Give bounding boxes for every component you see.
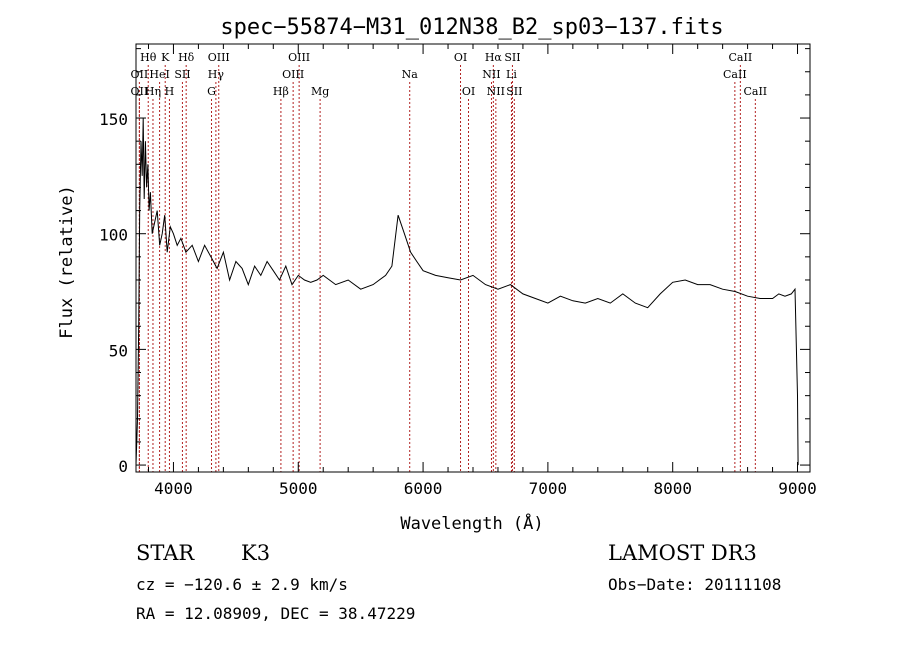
- spectral-line-label: OI: [462, 85, 475, 98]
- spectral-line-label: Na: [402, 68, 419, 81]
- y-tick-label: 50: [109, 341, 128, 360]
- spectral-line-label: K: [161, 51, 170, 64]
- spectral-line-label: OIII: [282, 68, 304, 81]
- spectral-line-label: OII: [131, 85, 149, 98]
- x-axis-label: Wavelength (Å): [400, 512, 543, 534]
- spectral-line-label: OIII: [208, 51, 230, 64]
- spectral-line-label: Mg: [311, 85, 329, 98]
- coordinates: RA = 12.08909, DEC = 38.47229: [136, 604, 415, 623]
- chart-title: spec−55874−M31_012N38_B2_sp03−137.fits: [220, 15, 723, 40]
- spectral-line-label: Hβ: [273, 85, 289, 98]
- x-tick-label: 8000: [653, 479, 692, 498]
- x-tick-label: 6000: [404, 479, 443, 498]
- spectral-line-label: CaII: [729, 51, 753, 64]
- spectral-line-label: Li: [506, 68, 517, 81]
- spectral-line-label: Hδ: [178, 51, 195, 64]
- spectral-line-label: CaII: [743, 85, 767, 98]
- spectral-line-label: Hα: [485, 51, 503, 64]
- object-subclass: K3: [241, 541, 270, 565]
- spectral-line-markers: [138, 65, 756, 472]
- object-class: STAR: [136, 541, 195, 565]
- axis-ticks: 4000 5000 6000 7000 8000 9000 0 50 100 150: [99, 44, 817, 498]
- spectral-line-label: OIII: [288, 51, 310, 64]
- spectral-line-label: CaII: [723, 68, 747, 81]
- spectral-line-label: NII: [482, 68, 500, 81]
- spectral-line-labels: OIIHθOIIHηHeIKHSIIHδGHγOIIIHβOIIIOIIIMgN…: [131, 51, 768, 98]
- spectral-line-label: NII: [487, 85, 505, 98]
- spectral-line-label: SII: [506, 85, 522, 98]
- spectral-line-label: SII: [174, 68, 190, 81]
- spectral-line-label: G: [207, 85, 216, 98]
- spectral-line-label: Hη: [145, 85, 161, 98]
- spectral-line-label: Hγ: [208, 68, 225, 81]
- spectral-line-label: Hθ: [140, 51, 157, 64]
- x-tick-label: 4000: [154, 479, 193, 498]
- y-tick-label: 0: [118, 457, 128, 476]
- observation-date: Obs−Date: 20111108: [608, 575, 781, 594]
- spectral-line-label: SII: [504, 51, 520, 64]
- spectral-line-label: HeI: [149, 68, 169, 81]
- x-tick-label: 5000: [279, 479, 318, 498]
- survey-name: LAMOST DR3: [608, 541, 757, 565]
- spectral-line-label: H: [165, 85, 175, 98]
- y-tick-label: 100: [99, 226, 128, 245]
- x-tick-label: 7000: [529, 479, 568, 498]
- spectrum-line: [135, 117, 799, 466]
- y-tick-label: 150: [99, 110, 128, 129]
- redshift-info: cz = −120.6 ± 2.9 km/s: [136, 575, 348, 594]
- plot-frame: [135, 43, 811, 473]
- y-axis-label: Flux (relative): [57, 185, 77, 339]
- spectral-line-label: OI: [454, 51, 467, 64]
- x-tick-label: 9000: [778, 479, 817, 498]
- spectral-line-label: OII: [131, 68, 149, 81]
